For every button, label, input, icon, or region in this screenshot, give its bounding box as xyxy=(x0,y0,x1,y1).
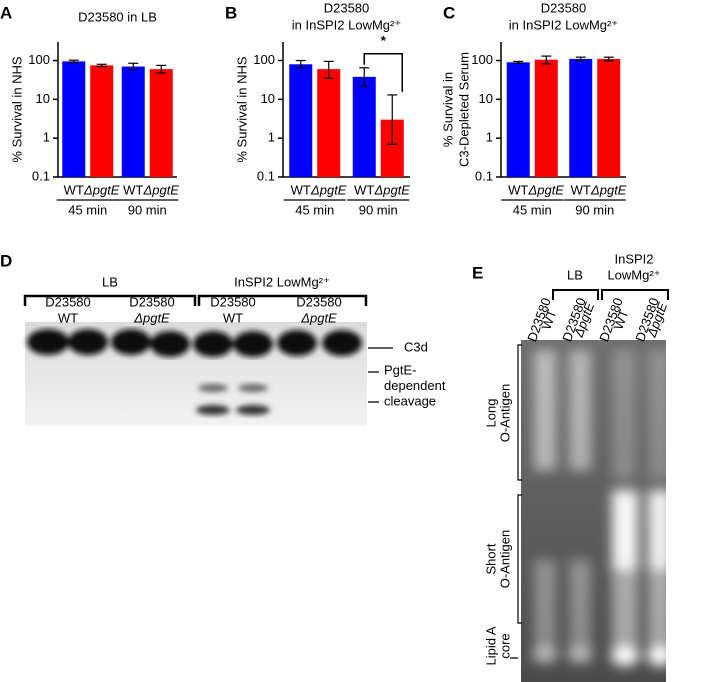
chart-title: D23580 xyxy=(324,0,370,15)
series-label: WT xyxy=(508,182,528,197)
series-label: WT xyxy=(571,182,591,197)
bar xyxy=(90,65,114,177)
band-label: PgtE- xyxy=(384,362,417,377)
y-tick-label: 10 xyxy=(36,91,50,106)
y-tick-label: 0.1 xyxy=(32,168,50,183)
x-tick-label: 45 min xyxy=(68,202,107,217)
panel-label: A xyxy=(0,3,12,22)
series-label: ΔpgtE xyxy=(143,182,180,197)
bar xyxy=(380,119,404,177)
y-tick-label: 1 xyxy=(268,130,275,145)
bar xyxy=(352,76,376,177)
lane-label: WT xyxy=(610,308,631,332)
region-label: Long xyxy=(483,399,498,428)
panel-label: D xyxy=(0,251,12,270)
significance-label: * xyxy=(381,33,387,48)
region-label: O-Antigen xyxy=(497,530,512,589)
bar xyxy=(62,61,86,178)
series-label: WT xyxy=(64,182,84,197)
y-axis-label: % Survival in xyxy=(440,72,455,147)
series-label: ΔpgtE xyxy=(528,182,565,197)
x-tick-label: 90 min xyxy=(575,202,614,217)
bar xyxy=(289,64,313,177)
panel-label: E xyxy=(472,263,483,282)
bar xyxy=(149,69,173,177)
group-label: LB xyxy=(102,274,118,289)
series-label: ΔpgtE xyxy=(83,182,120,197)
y-tick-label: 100 xyxy=(28,52,50,67)
y-tick-label: 10 xyxy=(479,91,493,106)
band-label: cleavage xyxy=(384,393,436,408)
genotype: ΔpgtE xyxy=(300,310,337,325)
series-label: ΔpgtE xyxy=(590,182,627,197)
genotype: ΔpgtE xyxy=(133,310,170,325)
bar xyxy=(569,58,593,177)
y-axis-label: % Survival in NHS xyxy=(234,56,249,163)
lane-label: WT xyxy=(538,308,559,332)
y-tick-label: 10 xyxy=(261,91,275,106)
y-axis-label: % Survival in NHS xyxy=(9,56,24,163)
x-tick-label: 45 min xyxy=(513,202,552,217)
x-tick-label: 90 min xyxy=(128,202,167,217)
y-axis-label: C3-Depleted Serum xyxy=(456,52,471,167)
series-label: ΔpgtE xyxy=(310,182,347,197)
y-tick-label: 1 xyxy=(43,130,50,145)
gel-d xyxy=(23,294,393,426)
series-label: ΔpgtE xyxy=(374,182,411,197)
bar xyxy=(121,66,145,177)
region-label: Lipid A xyxy=(483,626,498,665)
bar xyxy=(534,59,558,177)
band-label: dependent xyxy=(384,378,446,393)
significance-bracket xyxy=(363,53,403,92)
gel-e xyxy=(510,289,673,682)
region-label: O-Antigen xyxy=(497,384,512,443)
chart-title: in InSPI2 LowMg²⁺ xyxy=(509,17,618,32)
strain-name: D23580 xyxy=(296,294,342,309)
region-label: core xyxy=(497,633,512,658)
bar xyxy=(506,62,530,177)
y-tick-label: 1 xyxy=(486,130,493,145)
x-tick-label: 90 min xyxy=(359,202,398,217)
series-label: WT xyxy=(291,182,311,197)
strain-name: D23580 xyxy=(210,294,256,309)
group-label: LB xyxy=(567,267,583,282)
genotype: WT xyxy=(58,310,78,325)
panel-label: C xyxy=(443,3,455,22)
y-tick-label: 100 xyxy=(253,52,275,67)
chart-title: D23580 xyxy=(541,0,587,15)
series-label: WT xyxy=(123,182,143,197)
chart-title: D23580 in LB xyxy=(78,9,157,24)
group-label: InSPI2 LowMg²⁺ xyxy=(234,274,330,289)
bar xyxy=(597,58,621,177)
strain-name: D23580 xyxy=(129,294,175,309)
y-tick-label: 100 xyxy=(471,52,493,67)
y-tick-label: 0.1 xyxy=(257,168,275,183)
genotype: WT xyxy=(223,310,243,325)
group-label: InSPI2 xyxy=(614,251,653,266)
group-label: LowMg²⁺ xyxy=(607,267,660,282)
region-label: Short xyxy=(483,543,498,574)
series-label: WT xyxy=(354,182,374,197)
panel-label: B xyxy=(225,3,237,22)
bar xyxy=(317,69,341,177)
band-label: C3d xyxy=(404,339,428,354)
y-tick-label: 0.1 xyxy=(475,168,493,183)
strain-name: D23580 xyxy=(45,294,91,309)
chart-title: in InSPI2 LowMg²⁺ xyxy=(292,17,401,32)
x-tick-label: 45 min xyxy=(295,202,334,217)
